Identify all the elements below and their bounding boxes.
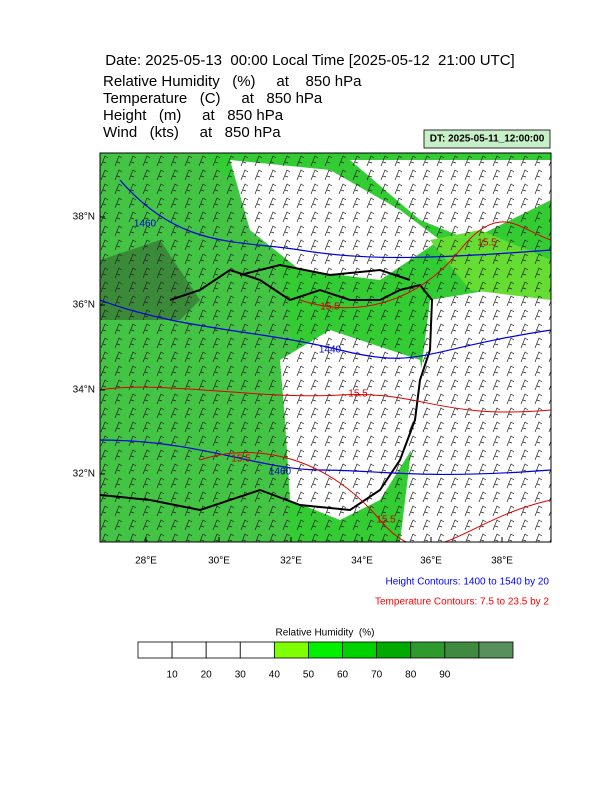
- colorbar-box: [342, 641, 378, 659]
- colorbar-label: 60: [337, 670, 349, 681]
- colorbar-label: 70: [371, 670, 383, 681]
- colorbar-label: 80: [405, 670, 417, 681]
- colorbar-box: [444, 641, 480, 659]
- lon-label: 28°E: [135, 556, 157, 567]
- map-frame: [99, 152, 552, 543]
- temperature-label: 15.5: [477, 238, 497, 249]
- lat-label: 36°N: [73, 300, 95, 311]
- field-line: Relative Humidity (%) at 850 hPa: [103, 73, 362, 90]
- colorbar-label: 30: [235, 670, 247, 681]
- colorbar-box: [137, 641, 173, 659]
- temperature-label: 15.5: [348, 389, 368, 400]
- height-note: Height Contours: 1400 to 1540 by 20: [386, 577, 550, 588]
- colorbar-box: [410, 641, 446, 659]
- lon-label: 34°E: [351, 556, 373, 567]
- colorbar-box: [478, 641, 514, 659]
- colorbar-box: [376, 641, 412, 659]
- lon-label: 36°E: [420, 556, 442, 567]
- lat-label: 34°N: [73, 385, 95, 396]
- colorbar-label: 40: [269, 670, 281, 681]
- colorbar-label: 50: [303, 670, 315, 681]
- dt-box: [423, 129, 551, 149]
- field-line: Wind (kts) at 850 hPa: [103, 124, 281, 141]
- colorbar-label: 10: [167, 670, 179, 681]
- lon-label: 32°E: [280, 556, 302, 567]
- field-line: Temperature (C) at 850 hPa: [103, 90, 323, 107]
- colorbar-box: [171, 641, 207, 659]
- temperature-label: 15.5: [320, 302, 340, 313]
- colorbar-box: [308, 641, 343, 659]
- dt-label: DT: 2025-05-11_12:00:00: [430, 134, 545, 145]
- field-line: Height (m) at 850 hPa: [103, 107, 284, 124]
- lon-label: 38°E: [491, 556, 513, 567]
- title: Date: 2025-05-13 00:00 Local Time [2025-…: [105, 52, 514, 69]
- map: [100, 153, 551, 542]
- colorbar-box: [239, 641, 275, 659]
- temperature-label: 15.5: [231, 454, 251, 465]
- height-label: 1460: [269, 467, 292, 478]
- colorbar-title: Relative Humidity (%): [276, 628, 375, 639]
- temperature-label: 15.5: [376, 515, 396, 526]
- lat-label: 32°N: [73, 469, 95, 480]
- temperature-note: Temperature Contours: 7.5 to 23.5 by 2: [375, 597, 549, 608]
- lon-label: 30°E: [208, 556, 230, 567]
- lat-label: 38°N: [73, 212, 95, 223]
- colorbar-box: [273, 641, 309, 659]
- height-label: 1440: [319, 345, 342, 356]
- colorbar-label: 90: [439, 670, 451, 681]
- colorbar-box: [205, 641, 241, 659]
- height-label: 1460: [134, 219, 157, 230]
- colorbar-label: 20: [201, 670, 213, 681]
